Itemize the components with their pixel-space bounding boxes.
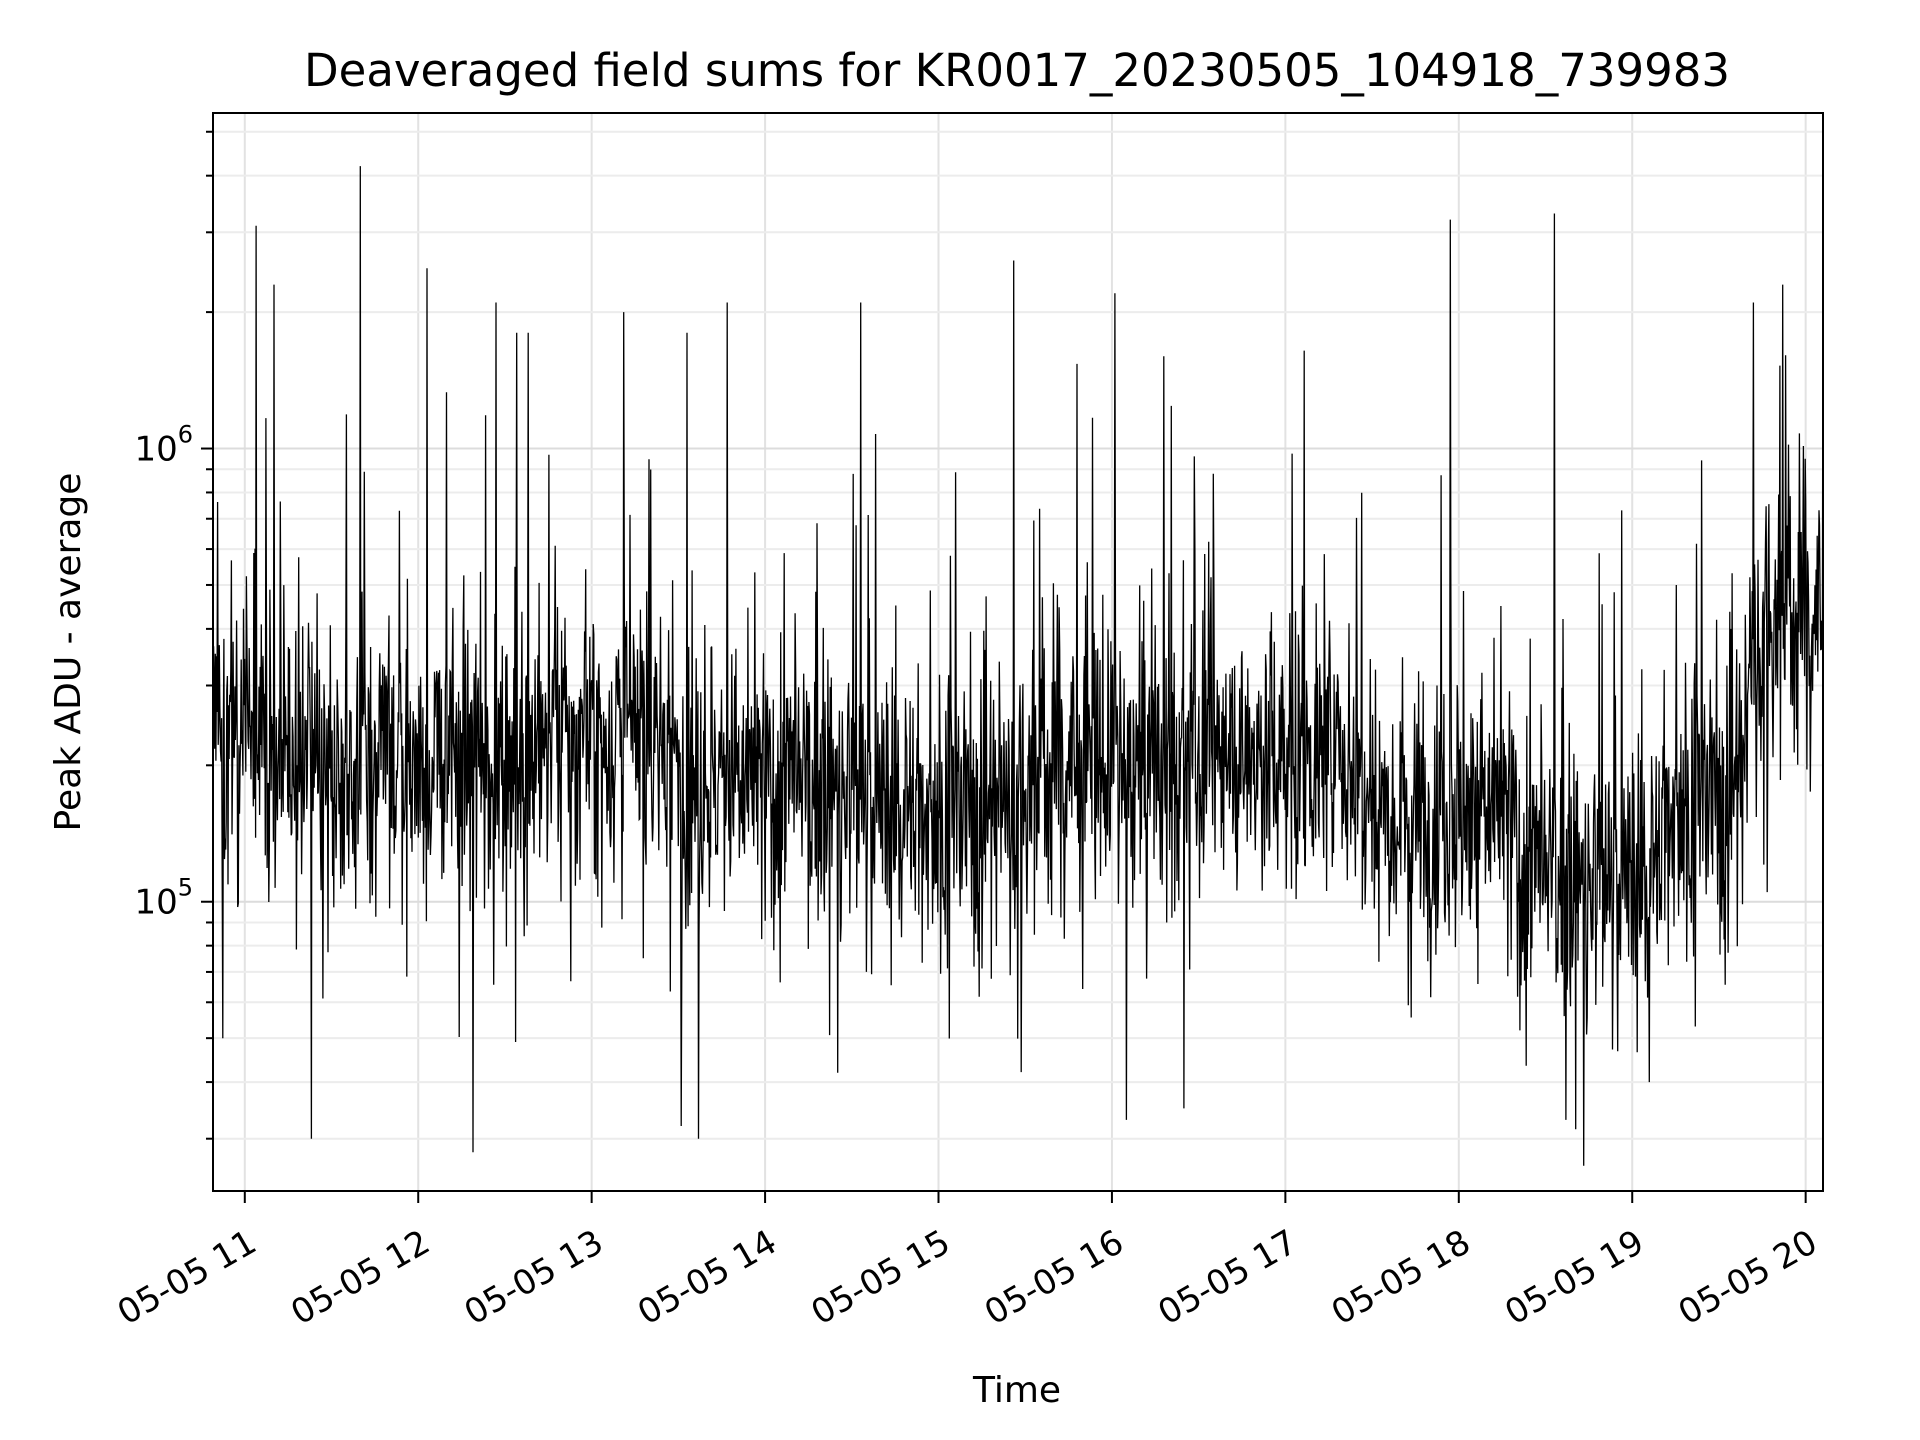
y-tick-exponent: 5 bbox=[178, 874, 193, 902]
y-tick-label: 106 bbox=[134, 421, 193, 470]
y-axis-label: Peak ADU - average bbox=[48, 473, 89, 832]
y-tick-base: 10 bbox=[134, 883, 177, 923]
y-tick-base: 10 bbox=[134, 430, 177, 470]
series-area bbox=[212, 166, 1824, 1166]
y-tick-exponent: 6 bbox=[178, 421, 193, 449]
y-tick-label: 105 bbox=[134, 874, 193, 923]
plot-frame bbox=[212, 112, 1824, 1192]
x-axis-label: Time bbox=[972, 1370, 1061, 1411]
series-line bbox=[212, 166, 1824, 1166]
chart-title: Deaveraged field sums for KR0017_2023050… bbox=[304, 44, 1730, 97]
